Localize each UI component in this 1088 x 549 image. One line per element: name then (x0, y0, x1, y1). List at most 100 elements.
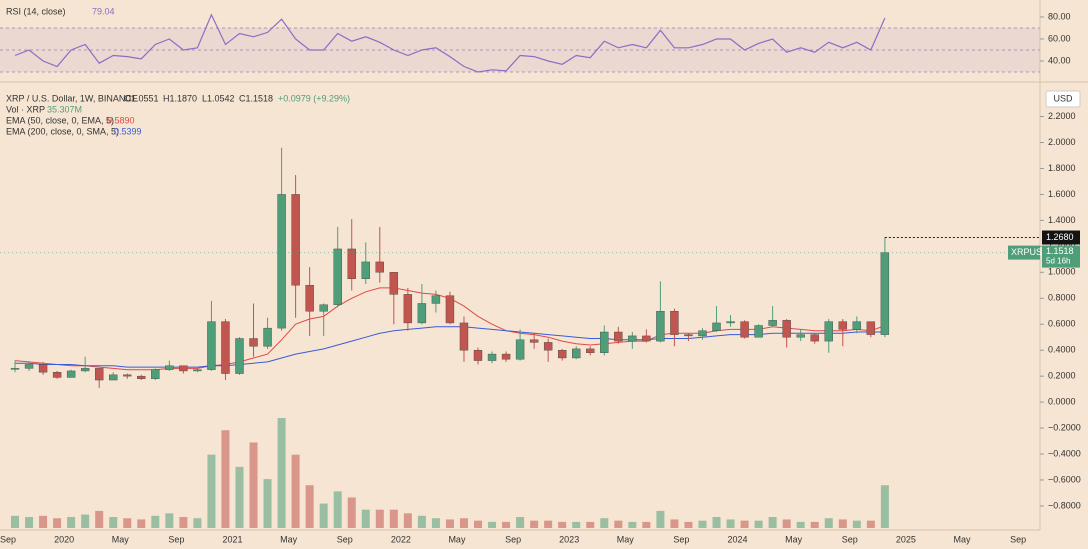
candle-body (740, 321, 749, 338)
x-tick-label: 2024 (728, 534, 748, 544)
volume-bar (333, 491, 342, 528)
candle-body (333, 248, 342, 305)
volume-bar (670, 519, 679, 528)
volume-bar (558, 521, 567, 528)
volume-bar (319, 503, 328, 528)
candle-body (137, 375, 146, 379)
candle-body (179, 365, 188, 372)
candle-body (459, 322, 469, 351)
last-value-box (1042, 245, 1080, 268)
rsi-last: 79.04 (92, 6, 115, 16)
candle-body (193, 369, 202, 372)
candle-body (375, 261, 384, 273)
volume-bar (417, 515, 426, 528)
x-tick-label: Sep (168, 534, 184, 544)
volume-bar (852, 520, 861, 528)
candle-body (24, 364, 34, 369)
candle-body (698, 330, 707, 337)
volume-bar (221, 430, 230, 528)
candle-body (880, 252, 890, 335)
currency[interactable]: USD (1053, 93, 1073, 103)
candle-body (473, 349, 483, 361)
volume-bar (67, 517, 76, 528)
x-tick-label: Sep (1010, 534, 1026, 544)
candle-body (80, 368, 90, 372)
candle-body (642, 335, 651, 342)
candle-body (586, 348, 595, 353)
candle-body (782, 320, 791, 338)
candle-body (291, 194, 300, 286)
rsi-tick-label: 80.00 (1048, 11, 1071, 21)
high-label: 1.2680 (1046, 232, 1074, 242)
volume-bar (95, 510, 104, 528)
rsi-legend: RSI (14, close) (6, 6, 66, 16)
volume-bar (572, 521, 581, 528)
x-tick-label: Sep (842, 534, 858, 544)
y-tick-label: 2.2000 (1048, 111, 1076, 121)
x-tick-label: Sep (337, 534, 353, 544)
candle-body (810, 334, 819, 342)
volume-bar (11, 515, 20, 528)
candle-body (628, 335, 637, 342)
volume-bar (796, 521, 805, 528)
candle-body (670, 311, 679, 335)
ema50-legend: EMA (50, close, 0, EMA, 5) (6, 115, 114, 125)
candle-body (445, 295, 455, 324)
x-tick-label: May (785, 534, 803, 544)
volume-bar (740, 520, 749, 528)
volume-bar (291, 454, 300, 528)
candle-body (684, 334, 693, 337)
volume-bar (39, 515, 48, 528)
rsi-line (14, 13, 886, 73)
high-label-box (1042, 230, 1080, 245)
volume-bar (389, 509, 398, 528)
candle-body (403, 294, 413, 324)
candle-body (207, 321, 216, 370)
volume-bar (53, 518, 62, 528)
candle-body (52, 372, 62, 378)
candle-body (10, 368, 20, 370)
volume-bar (445, 519, 454, 528)
volume-bar (277, 418, 286, 528)
volume-last: 35.307M (47, 104, 82, 114)
volume-bar (207, 454, 216, 528)
volume-bar (530, 520, 539, 528)
volume-bar (586, 521, 595, 528)
sma200-last: 0.5399 (114, 126, 142, 136)
currency-box[interactable] (1045, 90, 1081, 108)
candle-body (277, 194, 286, 329)
candle-body (249, 338, 258, 347)
x-tick-label: Sep (0, 534, 16, 544)
volume-bar (782, 519, 791, 528)
x-tick-label: 2020 (54, 534, 74, 544)
volume-bar (642, 521, 651, 528)
volume-bar (81, 514, 90, 528)
y-tick-label: 0.2000 (1048, 371, 1076, 381)
y-tick-label: −0.4000 (1048, 448, 1081, 458)
volume-bar (488, 521, 497, 528)
volume-bar (165, 513, 174, 528)
candle-body (712, 322, 721, 331)
y-tick-label: −0.2000 (1048, 422, 1081, 432)
candle-body (94, 368, 104, 381)
volume-bar (684, 521, 693, 528)
x-tick-label: May (280, 534, 298, 544)
x-tick-label: May (954, 534, 972, 544)
volume-bar (123, 518, 132, 528)
volume-bar (305, 485, 314, 528)
x-tick-label: 2022 (391, 534, 411, 544)
candle-body (235, 338, 244, 374)
candle-body (754, 325, 763, 338)
x-tick-label: Sep (505, 534, 521, 544)
symbol-legend: XRP / U.S. Dollar, 1W, BINANCE (6, 93, 138, 103)
volume-legend: Vol · XRP (6, 104, 45, 114)
candle-body (557, 349, 567, 359)
volume-bar (628, 521, 637, 528)
y-tick-label: 0.6000 (1048, 319, 1076, 329)
volume-bar (431, 518, 440, 528)
volume-bar (375, 509, 384, 528)
volume-bar (137, 519, 146, 528)
volume-bar (544, 520, 553, 528)
